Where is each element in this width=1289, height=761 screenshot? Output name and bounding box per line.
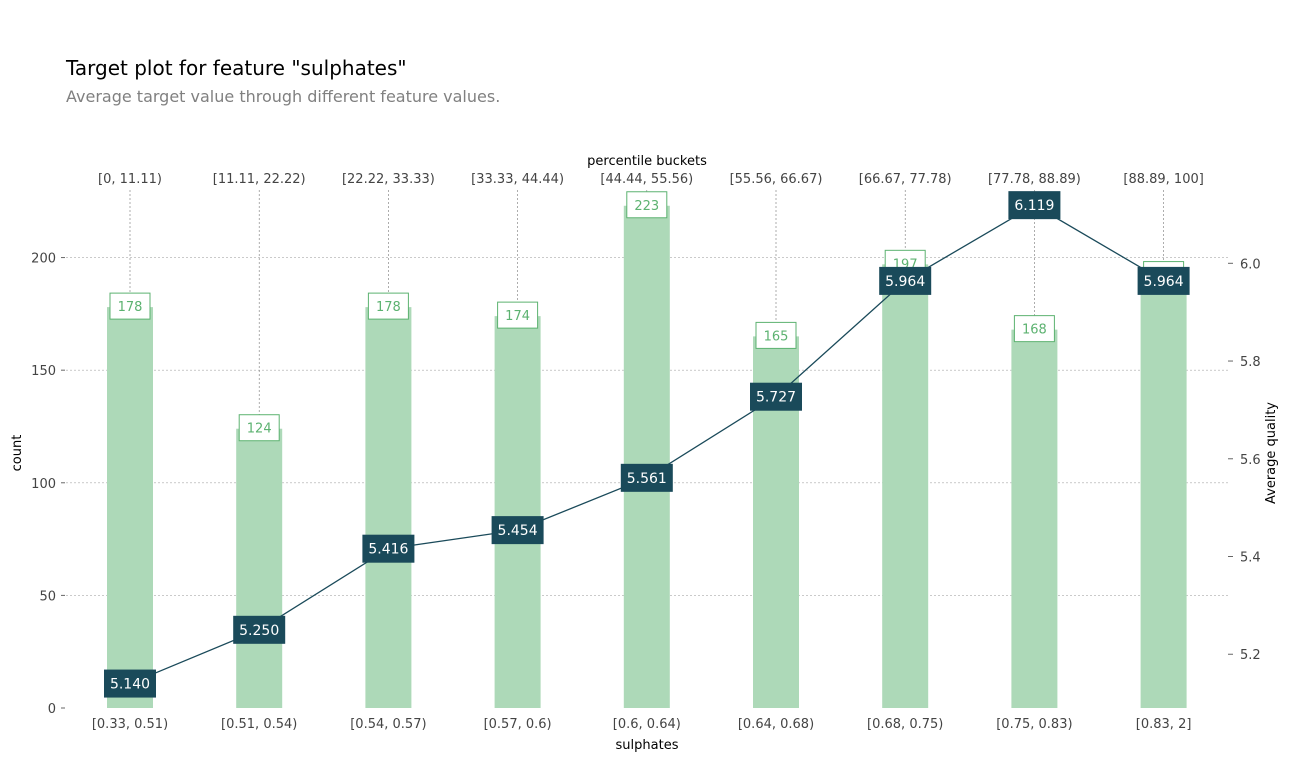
top-axis-title: percentile buckets: [587, 154, 707, 169]
average-quality-label: 5.250: [239, 623, 279, 639]
count-label-box: [755, 321, 797, 349]
left-axis-tick-label: 100: [31, 477, 56, 492]
percentile-tick-label: [22.22, 33.33): [342, 172, 435, 187]
count-label-box: [367, 292, 409, 320]
average-quality-label: 5.561: [627, 471, 667, 487]
count-bar: [623, 205, 670, 709]
count-label-box: [497, 301, 539, 329]
average-quality-label: 5.727: [756, 390, 796, 406]
count-label: 165: [764, 329, 789, 344]
average-quality-label: 6.119: [1014, 198, 1054, 214]
left-axis-tick-label: 0: [48, 702, 56, 717]
count-bar: [365, 307, 412, 708]
count-bar: [494, 316, 541, 708]
right-axis-tick-label: 5.2: [1240, 648, 1261, 663]
right-axis-tick-label: 6.0: [1240, 257, 1261, 272]
x-tick-label: [0.33, 0.51): [92, 717, 168, 732]
average-quality-point-box: [750, 382, 802, 411]
average-quality-label: 5.140: [110, 677, 150, 693]
average-quality-point-box: [1137, 266, 1190, 295]
average-quality-label: 5.454: [498, 523, 538, 539]
percentile-tick-label: [88.89, 100]: [1123, 172, 1203, 187]
count-label-box: [1013, 315, 1055, 343]
percentile-tick-label: [33.33, 44.44): [471, 172, 564, 187]
average-quality-point-box: [620, 463, 673, 492]
average-quality-point-box: [879, 266, 932, 295]
average-quality-point-box: [491, 516, 544, 545]
right-axis-tick-label: 5.4: [1240, 551, 1261, 566]
right-axis-tick-label: 5.6: [1240, 453, 1261, 468]
chart-subtitle: Average target value through different f…: [66, 87, 501, 106]
y-axis-title: count: [10, 435, 25, 472]
percentile-tick-label: [77.78, 88.89): [988, 172, 1081, 187]
x-tick-label: [0.75, 0.83): [996, 717, 1072, 732]
count-bar: [1140, 275, 1187, 708]
count-label-box: [626, 191, 668, 219]
percentile-tick-label: [55.56, 66.67): [730, 172, 823, 187]
average-quality-label: 5.964: [885, 274, 925, 290]
chart-title: Target plot for feature "sulphates": [66, 56, 407, 80]
percentile-tick-label: [66.67, 77.78): [859, 172, 952, 187]
count-label: 178: [376, 300, 401, 315]
count-label-box: [238, 414, 280, 442]
x-tick-label: [0.57, 0.6): [484, 717, 552, 732]
x-tick-label: [0.54, 0.57): [350, 717, 426, 732]
count-label: 168: [1022, 323, 1047, 338]
percentile-tick-label: [44.44, 55.56): [600, 172, 693, 187]
average-quality-label: 5.416: [368, 542, 408, 558]
count-label: 178: [118, 300, 143, 315]
percentile-tick-label: [11.11, 22.22): [213, 172, 306, 187]
left-axis-tick-label: 150: [31, 364, 56, 379]
left-axis-tick-label: 200: [31, 252, 56, 267]
average-quality-label: 5.964: [1144, 274, 1184, 290]
average-quality-point-box: [233, 615, 286, 644]
bar-layer: 178124178174223165197168192: [107, 191, 1187, 709]
count-label: 223: [634, 199, 659, 214]
percentile-tick-label: [0, 11.11): [98, 172, 162, 187]
x-tick-label: [0.6, 0.64): [613, 717, 681, 732]
x-axis-title: sulphates: [616, 738, 679, 753]
count-label: 174: [505, 309, 530, 324]
left-axis-tick-label: 50: [39, 589, 56, 604]
right-axis-tick-label: 5.8: [1240, 355, 1261, 370]
count-label: 124: [247, 422, 272, 437]
count-bar: [107, 307, 153, 708]
label-layer: 5.140 5.250 5.416 5.454 5.561 5.727 5.964 6.119…: [104, 191, 1190, 698]
count-label-box: [109, 292, 151, 320]
average-quality-point-box: [1008, 191, 1061, 220]
x-tick-label: [0.64, 0.68): [738, 717, 814, 732]
y2-axis-title: Average quality: [1264, 402, 1279, 504]
average-quality-point-box: [362, 534, 415, 563]
x-tick-label: [0.83, 2]: [1136, 717, 1192, 732]
x-tick-label: [0.68, 0.75): [867, 717, 943, 732]
x-tick-label: [0.51, 0.54): [221, 717, 297, 732]
average-quality-point-box: [104, 669, 156, 698]
count-bar: [236, 428, 283, 708]
count-bar: [1011, 329, 1058, 708]
axis-layer: 0 50 100 150 200 5.2 5.4 5.6 5.8 6.0 [0.33, 0.51) […: [10, 154, 1279, 753]
count-bar: [882, 264, 929, 708]
